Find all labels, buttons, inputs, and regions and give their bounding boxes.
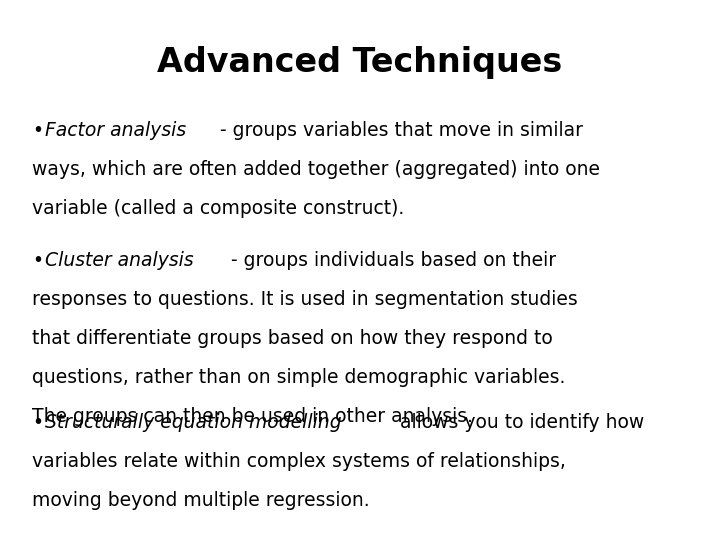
Text: that differentiate groups based on how they respond to: that differentiate groups based on how t… [32,329,553,348]
Text: •: • [32,251,43,270]
Text: Factor analysis: Factor analysis [45,122,186,140]
Text: The groups can then be used in other analysis.: The groups can then be used in other ana… [32,407,474,426]
Text: - groups variables that move in similar: - groups variables that move in similar [214,122,583,140]
Text: •: • [32,413,43,432]
Text: allows you to identify how: allows you to identify how [394,413,644,432]
Text: questions, rather than on simple demographic variables.: questions, rather than on simple demogra… [32,368,566,387]
Text: Structurally equation modelling: Structurally equation modelling [45,413,342,432]
Text: Advanced Techniques: Advanced Techniques [158,46,562,79]
Text: responses to questions. It is used in segmentation studies: responses to questions. It is used in se… [32,290,578,309]
Text: •: • [32,122,43,140]
Text: ways, which are often added together (aggregated) into one: ways, which are often added together (ag… [32,160,600,179]
Text: Cluster analysis: Cluster analysis [45,251,194,270]
Text: variable (called a composite construct).: variable (called a composite construct). [32,199,405,218]
Text: variables relate within complex systems of relationships,: variables relate within complex systems … [32,452,566,471]
Text: - groups individuals based on their: - groups individuals based on their [225,251,557,270]
Text: moving beyond multiple regression.: moving beyond multiple regression. [32,491,370,510]
